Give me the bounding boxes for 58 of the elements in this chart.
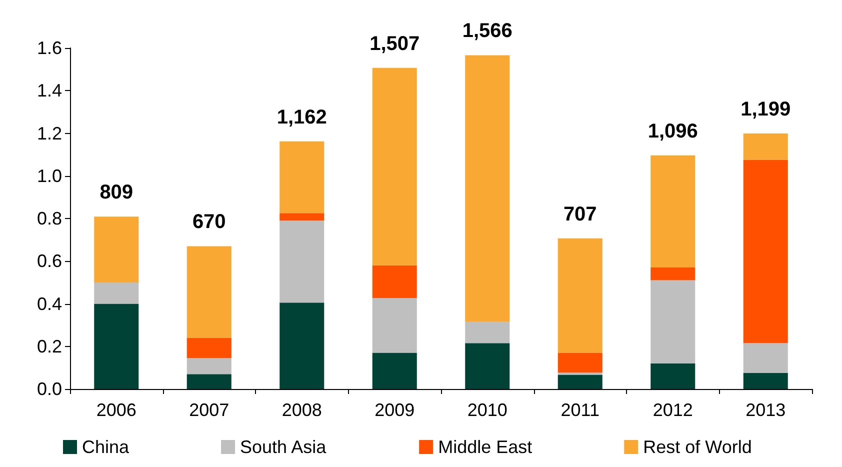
bar	[186, 374, 232, 389]
x-tick-label: 2011	[560, 400, 600, 420]
bar	[743, 160, 788, 344]
bar	[94, 216, 139, 282]
x-tick-label: 2007	[189, 400, 230, 420]
y-tick-label: 1.2	[36, 123, 62, 144]
x-tick-label: 2008	[282, 400, 322, 420]
x-tick-label: 2006	[96, 400, 136, 420]
total-label: 1,507	[370, 32, 420, 55]
bar	[465, 322, 510, 344]
y-tick-label: 1.0	[36, 166, 62, 186]
y-tick-label: 0.0	[36, 379, 62, 399]
bar	[372, 298, 417, 353]
y-tick-label: 1.6	[36, 38, 62, 58]
bar	[372, 265, 417, 298]
total-label: 707	[563, 203, 597, 226]
legend-label: Middle East	[438, 437, 532, 457]
bar	[465, 343, 510, 389]
bar	[743, 133, 788, 160]
bar	[186, 338, 232, 358]
bar	[280, 141, 324, 214]
bar	[372, 68, 417, 266]
bar	[280, 220, 324, 303]
bar	[280, 213, 324, 221]
bar	[558, 352, 602, 373]
x-tick-label: 2012	[652, 400, 693, 420]
y-tick-label: 0.4	[36, 294, 62, 314]
bar	[650, 280, 696, 364]
legend-label: China	[82, 437, 130, 457]
total-label: 670	[192, 211, 226, 234]
x-tick-label: 2013	[746, 400, 786, 420]
total-label: 1,162	[276, 106, 327, 128]
total-label: 1,096	[648, 120, 698, 142]
bar	[372, 352, 417, 389]
y-tick-label: 0.6	[36, 251, 62, 272]
y-tick-label: 1.4	[36, 80, 62, 101]
total-label: 809	[100, 182, 134, 204]
bar	[186, 246, 232, 338]
legend-label: South Asia	[240, 437, 328, 457]
total-label: 1,566	[462, 20, 512, 42]
bar	[650, 155, 696, 268]
bar	[743, 373, 788, 389]
bar	[558, 238, 602, 353]
bar	[94, 282, 139, 304]
bar	[558, 374, 602, 389]
bar	[650, 268, 696, 280]
bar	[465, 55, 510, 322]
bar	[280, 302, 324, 389]
y-tick-label: 0.8	[36, 208, 62, 228]
total-label: 1,199	[740, 98, 791, 120]
bar	[186, 358, 232, 374]
y-tick-label: 0.2	[36, 336, 62, 356]
x-tick-label: 2009	[374, 400, 415, 420]
bar	[743, 343, 788, 374]
bar	[94, 304, 139, 389]
bar	[650, 363, 696, 389]
x-tick-label: 2010	[467, 400, 508, 420]
legend-label: Rest of World	[643, 437, 752, 457]
